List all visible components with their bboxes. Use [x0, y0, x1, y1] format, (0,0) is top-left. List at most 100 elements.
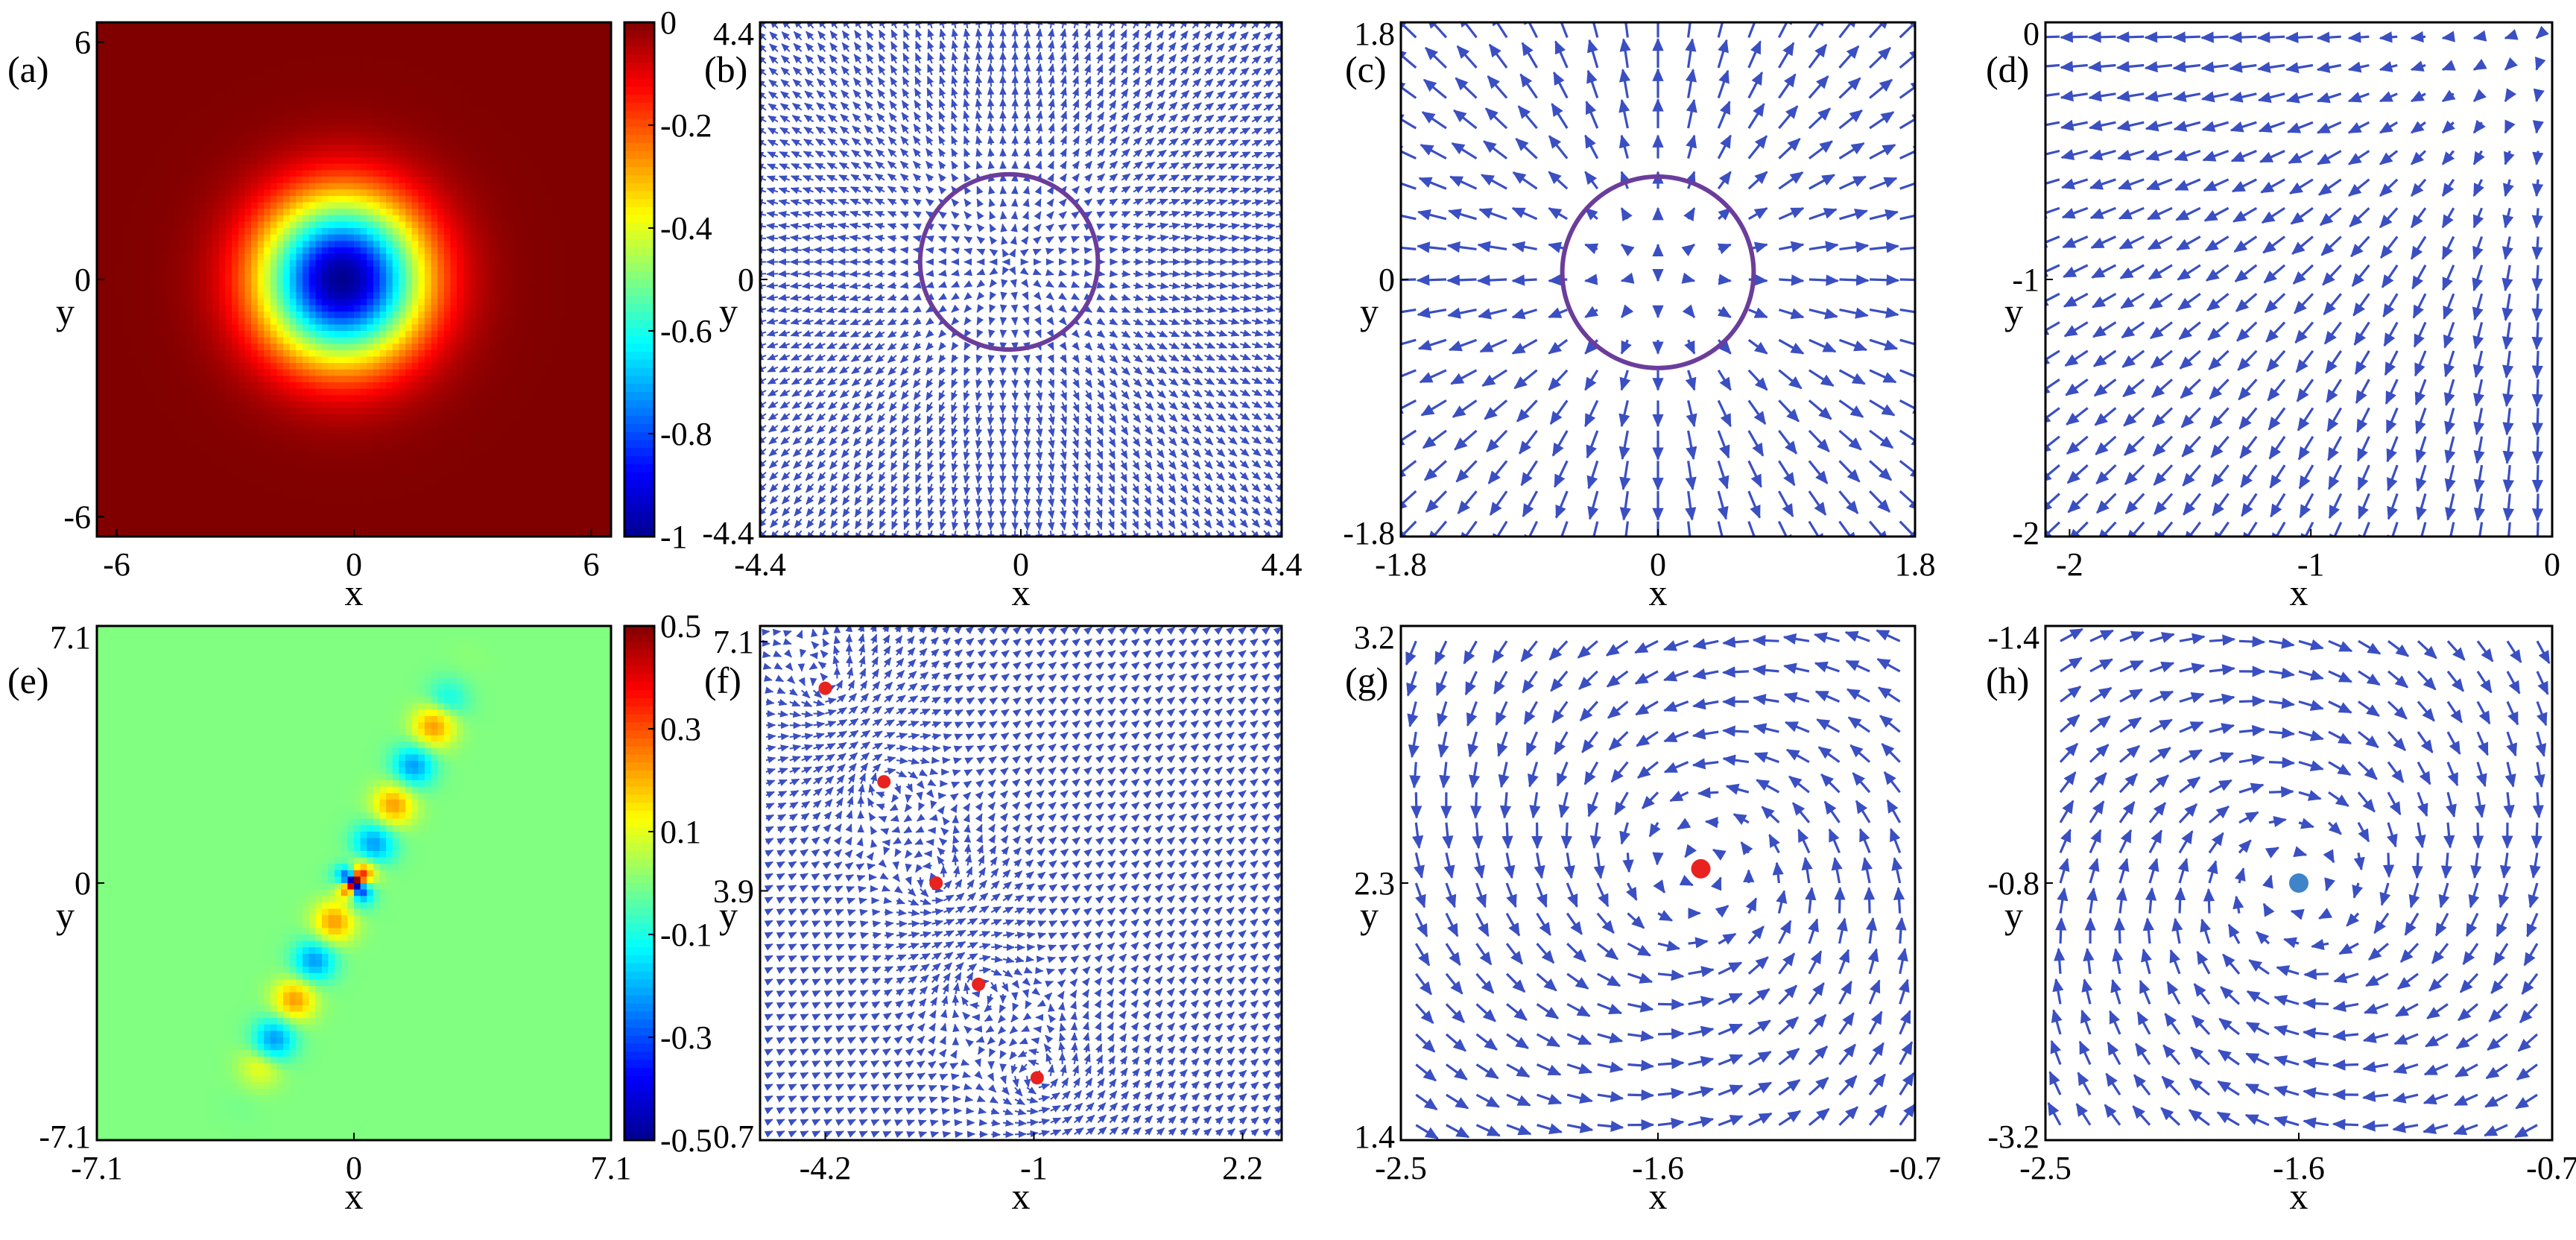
heatmap-cell [142, 106, 149, 113]
heatmap-cell [424, 478, 432, 486]
heatmap-cell [392, 446, 399, 454]
heatmap-cell [463, 67, 470, 75]
heatmap-cell [469, 434, 477, 441]
heatmap-cell [418, 498, 425, 505]
heatmap-cell [264, 112, 271, 119]
heatmap-cell [341, 452, 348, 461]
heatmap-cell [251, 209, 259, 216]
heatmap-cell [437, 215, 445, 222]
heatmap-cell [335, 285, 342, 293]
heatmap-cell [335, 446, 342, 454]
heatmap-cell [379, 446, 387, 454]
heatmap-cell [328, 317, 335, 325]
heatmap-cell [218, 510, 227, 518]
heatmap-cell [161, 151, 168, 158]
heatmap-cell [303, 99, 310, 107]
heatmap-cell [418, 388, 425, 396]
heatmap-cell [308, 382, 316, 390]
heatmap-cell [289, 401, 297, 409]
heatmap-cell [475, 138, 484, 145]
heatmap-cell [373, 311, 381, 319]
heatmap-cell [308, 266, 316, 273]
heatmap-cell [469, 279, 477, 287]
heatmap-cell [450, 106, 458, 113]
heatmap-cell [174, 189, 181, 197]
heatmap-cell [180, 228, 188, 235]
heatmap-cell [457, 317, 464, 325]
heatmap-cell [244, 241, 252, 248]
heatmap-cell [270, 395, 278, 402]
heatmap-cell [174, 279, 181, 287]
heatmap-cell [341, 420, 348, 428]
heatmap-cell [110, 253, 117, 261]
heatmap-cell [469, 177, 477, 184]
heatmap-cell [386, 472, 393, 479]
heatmap-cell [463, 279, 470, 287]
heatmap-cell [244, 305, 252, 312]
heatmap-cell [148, 363, 156, 370]
heatmap-cell [161, 106, 168, 113]
heatmap-cell [122, 408, 130, 415]
heatmap-cell [174, 324, 181, 332]
heatmap-cell [238, 337, 245, 344]
heatmap-cell [463, 35, 470, 42]
heatmap-cell [347, 356, 355, 364]
heatmap-cell [303, 118, 310, 126]
heatmap-cell [193, 138, 200, 145]
heatmap-cell [373, 376, 381, 383]
heatmap-cell [463, 317, 470, 325]
heatmap-cell [475, 285, 484, 293]
heatmap-cell [103, 157, 110, 165]
heatmap-cell [328, 215, 335, 222]
heatmap-cell [321, 183, 329, 190]
heatmap-cell [206, 138, 213, 145]
heatmap-cell [392, 331, 399, 338]
heatmap-cell [225, 472, 232, 479]
heatmap-cell [431, 466, 438, 473]
heatmap-cell [129, 74, 136, 81]
heatmap-cell [443, 241, 451, 248]
heatmap-cell [411, 478, 419, 486]
heatmap-cell [276, 118, 284, 126]
heatmap-cell [238, 99, 245, 107]
heatmap-cell [206, 189, 213, 197]
heatmap-cell [437, 74, 445, 81]
heatmap-cell [142, 234, 149, 241]
heatmap-cell [264, 106, 271, 113]
heatmap-cell [315, 86, 323, 94]
heatmap-cell [469, 170, 477, 177]
heatmap-cell [186, 151, 194, 158]
heatmap-cell [379, 234, 387, 241]
heatmap-cell [367, 369, 374, 376]
heatmap-cell [424, 349, 432, 358]
heatmap-cell [347, 369, 355, 376]
heatmap-cell [200, 163, 207, 171]
heatmap-cell [424, 170, 432, 177]
heatmap-cell [457, 452, 464, 461]
heatmap-cell [257, 221, 265, 229]
heatmap-cell [437, 382, 445, 390]
heatmap-cell [475, 228, 484, 235]
heatmap-cell [225, 48, 232, 55]
heatmap-cell [367, 41, 374, 49]
heatmap-cell [264, 48, 271, 55]
heatmap-cell [218, 41, 227, 49]
heatmap-cell [103, 41, 110, 49]
heatmap-cell [489, 177, 496, 184]
heatmap-cell [463, 478, 470, 486]
heatmap-cell [110, 151, 117, 158]
heatmap-cell [315, 414, 323, 422]
heatmap-cell [405, 408, 413, 415]
heatmap-cell [475, 292, 484, 300]
heatmap-cell [386, 48, 393, 55]
heatmap-cell [469, 221, 477, 229]
heatmap-cell [244, 221, 252, 229]
heatmap-cell [443, 170, 451, 177]
heatmap-cell [142, 131, 149, 139]
heatmap-cell [167, 401, 175, 409]
heatmap-cell [115, 446, 124, 454]
heatmap-cell [238, 260, 245, 268]
heatmap-cell [405, 317, 413, 325]
heatmap-cell [405, 228, 413, 235]
heatmap-cell [276, 54, 284, 62]
